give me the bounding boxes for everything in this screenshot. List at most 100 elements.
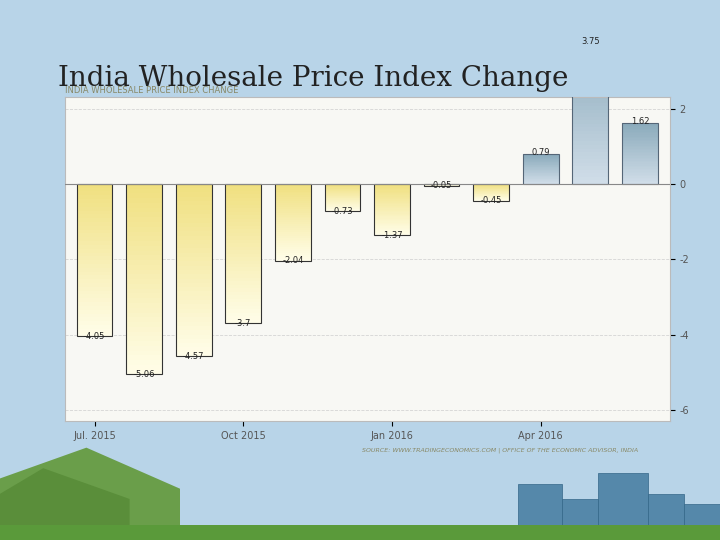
Bar: [225, 316, 261, 320]
Bar: [126, 265, 162, 269]
Bar: [275, 184, 311, 186]
Bar: [225, 281, 261, 285]
Bar: [126, 217, 162, 222]
Bar: [325, 199, 360, 200]
Bar: [572, 103, 608, 106]
Bar: [572, 170, 608, 173]
Bar: [275, 238, 311, 240]
Bar: [523, 169, 559, 170]
Bar: [572, 75, 608, 78]
Bar: [622, 143, 657, 144]
Bar: [77, 195, 112, 199]
Bar: [622, 159, 657, 161]
Bar: [622, 176, 657, 178]
Bar: [572, 134, 608, 138]
Bar: [622, 123, 657, 184]
Bar: [523, 171, 559, 172]
Bar: [0, 525, 720, 540]
Bar: [77, 291, 112, 294]
Text: SOURCE: WWW.TRADINGECONOMICS.COM | OFFICE OF THE ECONOMIC ADVISOR, INDIA: SOURCE: WWW.TRADINGECONOMICS.COM | OFFIC…: [362, 447, 639, 453]
Bar: [225, 299, 261, 302]
FancyBboxPatch shape: [648, 494, 684, 540]
Bar: [225, 215, 261, 219]
Bar: [374, 205, 410, 206]
Bar: [275, 195, 311, 197]
Bar: [176, 240, 212, 244]
Bar: [225, 243, 261, 247]
Bar: [572, 177, 608, 180]
Bar: [126, 255, 162, 260]
Bar: [374, 195, 410, 197]
Bar: [622, 138, 657, 140]
Bar: [126, 184, 162, 188]
Bar: [275, 253, 311, 255]
Bar: [126, 289, 162, 293]
Bar: [77, 214, 112, 218]
Bar: [225, 212, 261, 215]
Bar: [275, 201, 311, 203]
Bar: [126, 260, 162, 265]
Bar: [275, 228, 311, 230]
Bar: [126, 293, 162, 298]
Bar: [77, 314, 112, 318]
Bar: [572, 64, 608, 68]
Bar: [126, 237, 162, 241]
Bar: [225, 222, 261, 226]
Bar: [572, 60, 608, 64]
Bar: [275, 186, 311, 188]
Bar: [325, 206, 360, 207]
Bar: [374, 212, 410, 213]
Bar: [523, 160, 559, 161]
Bar: [176, 266, 212, 270]
Bar: [225, 240, 261, 243]
Bar: [622, 135, 657, 137]
Bar: [126, 346, 162, 350]
Bar: [126, 308, 162, 313]
Bar: [622, 172, 657, 173]
Bar: [225, 208, 261, 212]
Bar: [572, 120, 608, 124]
Bar: [77, 188, 112, 192]
Bar: [325, 184, 360, 211]
Bar: [176, 227, 212, 231]
Bar: [77, 184, 112, 336]
Bar: [325, 191, 360, 192]
Bar: [325, 186, 360, 187]
Bar: [572, 43, 608, 184]
Bar: [176, 197, 212, 201]
Bar: [572, 78, 608, 82]
Bar: [126, 212, 162, 217]
Bar: [374, 216, 410, 218]
Bar: [77, 256, 112, 260]
Bar: [622, 161, 657, 163]
Bar: [374, 192, 410, 193]
Bar: [325, 194, 360, 195]
Bar: [572, 57, 608, 60]
Bar: [225, 309, 261, 313]
Bar: [77, 233, 112, 237]
Bar: [77, 184, 112, 188]
Bar: [225, 292, 261, 295]
Bar: [176, 261, 212, 266]
Bar: [523, 158, 559, 159]
Bar: [275, 259, 311, 261]
Bar: [374, 201, 410, 202]
Bar: [374, 208, 410, 210]
Bar: [275, 251, 311, 253]
Bar: [275, 217, 311, 219]
Text: -2.04: -2.04: [282, 256, 304, 265]
Bar: [325, 185, 360, 186]
Bar: [572, 96, 608, 99]
Bar: [126, 232, 162, 237]
Bar: [374, 184, 410, 185]
Bar: [77, 279, 112, 283]
Bar: [622, 152, 657, 153]
Bar: [523, 154, 559, 184]
Bar: [374, 211, 410, 212]
Bar: [126, 350, 162, 355]
Bar: [126, 303, 162, 308]
Bar: [325, 207, 360, 208]
Bar: [325, 196, 360, 197]
Bar: [176, 313, 212, 318]
Bar: [622, 181, 657, 183]
